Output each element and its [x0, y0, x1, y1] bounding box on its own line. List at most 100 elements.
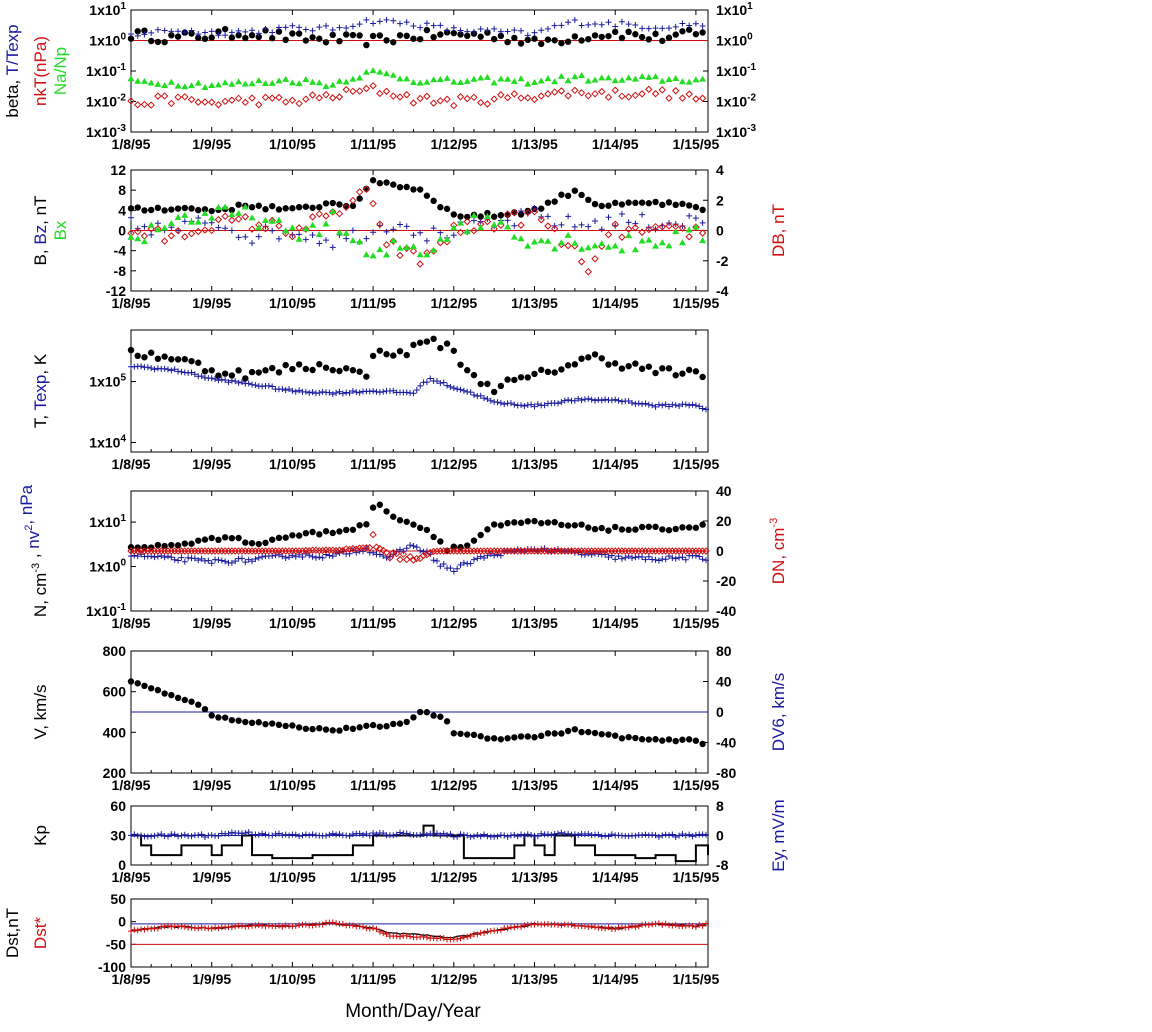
data-point	[659, 737, 666, 744]
data-point	[537, 237, 545, 244]
data-point	[356, 522, 363, 529]
series-nanp	[127, 67, 707, 91]
panel-T: 1/8/95 1/9/95 1/10/95 1/11/95 1/12/95 1/13/95…	[31, 329, 719, 472]
data-point	[208, 219, 215, 226]
data-point	[652, 403, 659, 410]
data-point	[652, 920, 659, 927]
data-point	[336, 528, 343, 535]
data-point	[665, 25, 672, 32]
data-point	[565, 396, 572, 403]
data-point	[645, 363, 653, 370]
data-point	[531, 734, 538, 741]
data-point	[443, 95, 451, 103]
data-point	[309, 389, 316, 396]
data-point	[282, 227, 290, 234]
data-point	[147, 225, 155, 233]
data-point	[355, 87, 364, 95]
data-point	[598, 226, 605, 233]
y-tick-label: 800	[103, 643, 127, 659]
data-point	[487, 397, 494, 404]
x-axis-title: Month/Day/Year	[345, 1001, 481, 1022]
series-texp	[128, 363, 709, 413]
data-point	[343, 235, 350, 242]
data-point	[383, 723, 390, 730]
data-point	[309, 922, 316, 929]
y2-tick-label: 1x10-3	[716, 123, 756, 140]
data-point	[342, 229, 350, 236]
data-point	[598, 833, 605, 840]
data-point	[433, 935, 440, 942]
data-point	[201, 219, 208, 226]
data-point	[565, 19, 572, 26]
data-point	[262, 223, 269, 230]
data-point	[309, 831, 316, 838]
data-point	[181, 540, 188, 547]
data-point	[672, 525, 679, 533]
x-tick-label: 1/8/95	[112, 456, 151, 472]
data-point	[248, 719, 256, 727]
data-point	[544, 831, 551, 838]
data-point	[676, 402, 683, 409]
data-point	[369, 67, 377, 74]
data-point	[201, 536, 209, 543]
data-point	[699, 521, 706, 528]
data-point	[436, 235, 444, 242]
data-point	[201, 84, 209, 91]
data-point	[208, 367, 215, 374]
data-point	[467, 389, 474, 396]
data-point	[252, 556, 259, 563]
data-point	[309, 204, 316, 211]
data-point	[215, 377, 222, 384]
data-point	[208, 214, 216, 221]
data-point	[201, 705, 209, 713]
data-point	[222, 32, 229, 39]
data-point	[335, 77, 343, 84]
data-point	[349, 526, 357, 533]
data-point	[370, 388, 377, 395]
data-point	[363, 521, 370, 528]
data-point	[638, 228, 646, 236]
data-point	[692, 223, 700, 230]
data-point	[299, 554, 306, 561]
panel-Dst: 1/8/95 1/9/95 1/10/95 1/11/95 1/12/95 1/13/95…	[3, 891, 719, 987]
y2-tick-label: 0	[716, 828, 724, 844]
data-point	[242, 829, 249, 836]
data-point	[423, 20, 430, 27]
data-point	[269, 720, 276, 727]
data-point	[611, 523, 619, 531]
data-point	[275, 721, 283, 729]
data-point	[682, 832, 689, 839]
data-point	[168, 691, 175, 699]
data-point	[494, 833, 501, 840]
data-point	[302, 388, 309, 395]
data-point	[591, 729, 599, 737]
data-point	[329, 830, 336, 837]
data-point	[702, 406, 709, 413]
data-point	[154, 26, 161, 33]
data-point	[248, 540, 256, 547]
data-point	[618, 526, 626, 533]
data-point	[194, 218, 202, 225]
data-point	[497, 75, 505, 82]
y-tick-label: 0	[118, 857, 126, 873]
x-tick-label: 1/8/95	[112, 777, 151, 793]
data-point	[504, 28, 511, 35]
data-point	[390, 39, 397, 46]
data-point	[534, 401, 541, 408]
data-point	[521, 922, 528, 929]
data-point	[604, 93, 613, 101]
data-point	[537, 77, 545, 84]
data-point	[396, 251, 404, 260]
data-point	[645, 25, 652, 32]
data-point	[174, 213, 182, 220]
series-t	[127, 335, 706, 396]
data-point	[682, 401, 689, 408]
data-point	[591, 255, 599, 263]
y2-tick-label: 1x10-2	[716, 93, 756, 110]
data-point	[551, 730, 558, 737]
data-point	[403, 351, 410, 359]
data-point	[154, 92, 162, 100]
data-point	[188, 218, 196, 225]
data-point	[302, 95, 310, 103]
data-point	[410, 186, 417, 193]
